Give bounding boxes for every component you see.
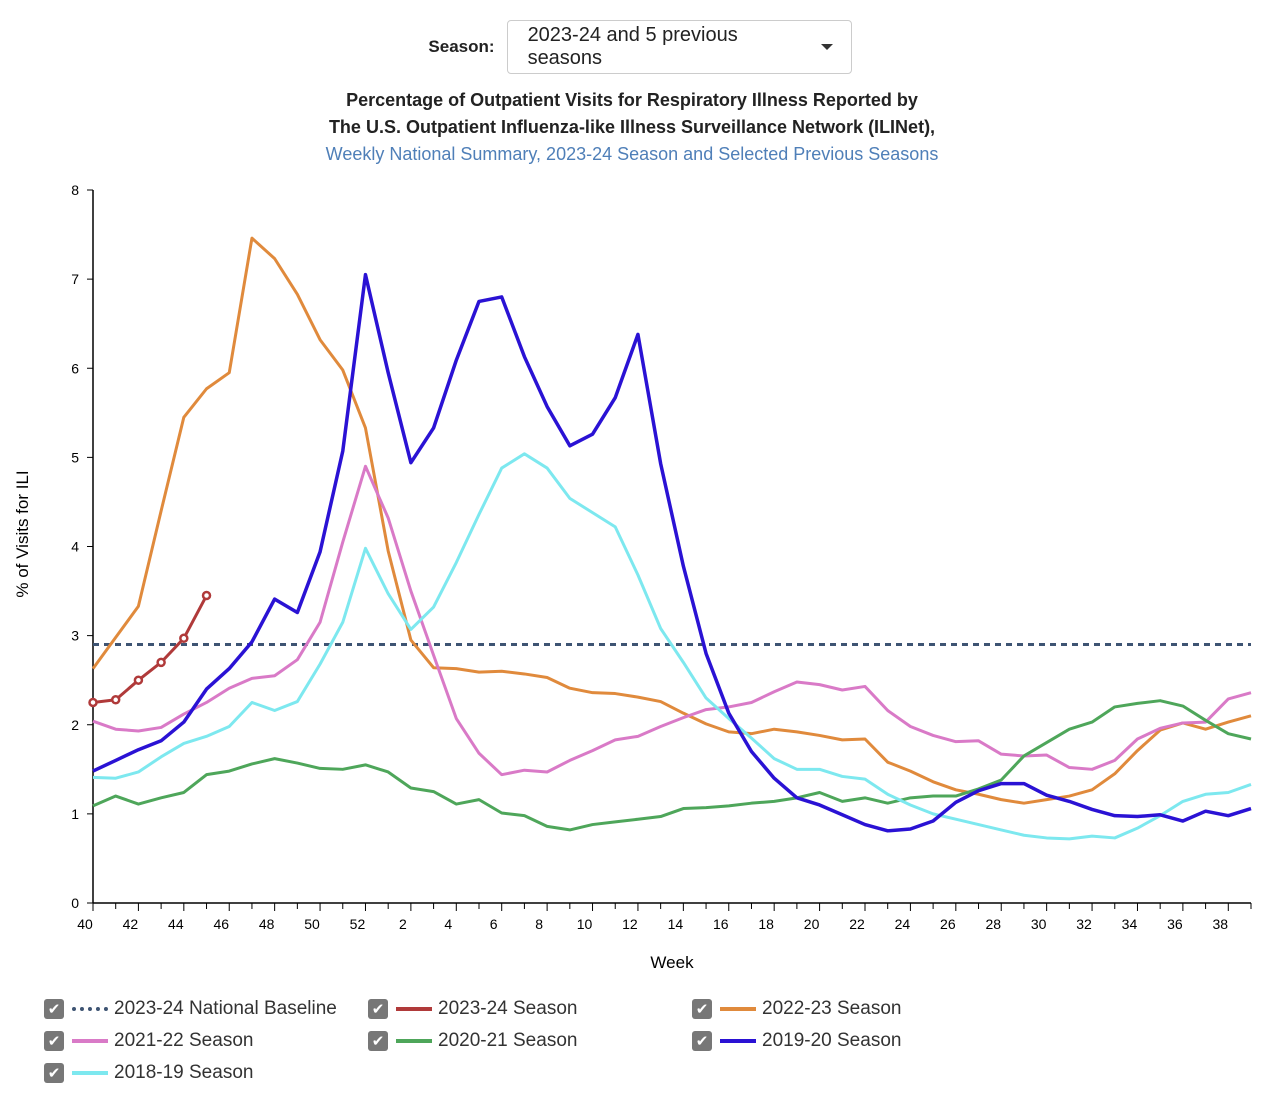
checkbox-checked-icon[interactable]: ✔: [368, 999, 388, 1019]
y-tick-label: 4: [71, 539, 79, 555]
x-tick-label: 46: [213, 916, 229, 932]
checkbox-checked-icon[interactable]: ✔: [692, 1031, 712, 1051]
x-tick-label: 6: [490, 916, 498, 932]
checkbox-checked-icon[interactable]: ✔: [368, 1031, 388, 1051]
x-tick-label: 30: [1031, 916, 1047, 932]
title-line-3: Weekly National Summary, 2023-24 Season …: [325, 144, 939, 164]
season-dropdown-value: 2023-24 and 5 previous seasons: [527, 24, 738, 69]
season-label: Season:: [428, 37, 495, 56]
checkbox-checked-icon[interactable]: ✔: [44, 1063, 64, 1083]
legend-swatch: [396, 1007, 432, 1011]
caret-down-icon: [820, 44, 833, 50]
legend-label: 2022-23 Season: [762, 998, 902, 1019]
data-point: [156, 657, 166, 668]
legend-swatch: [720, 1007, 756, 1011]
y-axis-label: % of Visits for ILI: [13, 470, 32, 597]
legend-swatch: [72, 1071, 108, 1075]
y-tick-label: 7: [71, 271, 79, 287]
x-tick-label: 38: [1213, 916, 1229, 932]
legend-item[interactable]: ✔ 2021-22 Season: [44, 1030, 253, 1052]
x-tick-label: 50: [304, 916, 320, 932]
x-tick-label: 14: [668, 916, 684, 932]
legend-item[interactable]: ✔ 2019-20 Season: [692, 1030, 901, 1052]
legend-label: 2019-20 Season: [762, 1030, 902, 1051]
x-tick-label: 10: [577, 916, 593, 932]
legend-item[interactable]: ✔ 2023-24 Season: [368, 998, 577, 1020]
x-tick-label: 42: [123, 916, 139, 932]
x-tick-label: 2: [399, 916, 407, 932]
legend-item[interactable]: ✔ 2023-24 National Baseline: [44, 998, 337, 1020]
data-point: [110, 695, 121, 705]
x-tick-label: 12: [622, 916, 638, 932]
x-tick-label: 52: [350, 916, 366, 932]
x-tick-label: 40: [77, 916, 93, 932]
legend-swatch: [72, 1039, 108, 1043]
data-point: [133, 675, 144, 685]
x-tick-label: 8: [535, 916, 543, 932]
y-tick-label: 6: [71, 360, 79, 376]
x-tick-label: 26: [940, 916, 956, 932]
series-line-2019-20-season: [92, 272, 1252, 833]
legend-swatch: [396, 1039, 432, 1043]
y-tick-label: 5: [71, 449, 79, 465]
y-tick-label: 3: [71, 628, 79, 644]
legend-swatch: [720, 1039, 756, 1043]
x-tick-label: 44: [168, 916, 184, 932]
legend-item[interactable]: ✔ 2018-19 Season: [44, 1062, 253, 1084]
checkbox-checked-icon[interactable]: ✔: [44, 1031, 64, 1051]
y-tick-label: 0: [71, 895, 79, 911]
legend-label: 2023-24 National Baseline: [114, 998, 337, 1019]
x-tick-label: 36: [1167, 916, 1183, 932]
legend-swatch: [72, 1007, 108, 1011]
x-tick-label: 28: [985, 916, 1001, 932]
x-tick-label: 34: [1122, 916, 1138, 932]
x-tick-label: 4: [444, 916, 452, 932]
data-point: [88, 697, 98, 708]
y-tick-label: 1: [71, 806, 79, 822]
x-tick-label: 22: [849, 916, 865, 932]
legend-label: 2023-24 Season: [438, 998, 578, 1019]
x-tick-label: 32: [1076, 916, 1092, 932]
x-tick-label: 24: [895, 916, 911, 932]
series-line-2020-21-season: [92, 699, 1252, 832]
y-tick-label: 8: [71, 182, 79, 198]
season-selector-row: Season: 2023-24 and 5 previous seasons: [0, 20, 1280, 74]
title-line-2: The U.S. Outpatient Influenza-like Illne…: [328, 117, 936, 137]
series-line-2018-19-season: [92, 452, 1252, 841]
x-tick-label: 20: [804, 916, 820, 932]
legend-label: 2020-21 Season: [438, 1030, 578, 1051]
title-line-1: Percentage of Outpatient Visits for Resp…: [346, 90, 918, 110]
series-line-2023-24-season: [92, 594, 208, 704]
season-dropdown[interactable]: 2023-24 and 5 previous seasons: [506, 20, 852, 74]
legend-item[interactable]: ✔ 2022-23 Season: [692, 998, 901, 1020]
chart-title: Percentage of Outpatient Visits for Resp…: [0, 87, 1264, 168]
checkbox-checked-icon[interactable]: ✔: [692, 999, 712, 1019]
data-point: [179, 633, 189, 644]
data-point: [201, 590, 212, 601]
x-tick-label: 48: [259, 916, 275, 932]
legend-item[interactable]: ✔ 2020-21 Season: [368, 1030, 577, 1052]
legend-label: 2018-19 Season: [114, 1062, 254, 1083]
x-tick-label: 16: [713, 916, 729, 932]
checkbox-checked-icon[interactable]: ✔: [44, 999, 64, 1019]
x-axis-label: Week: [650, 953, 694, 972]
legend-label: 2021-22 Season: [114, 1030, 254, 1051]
y-tick-label: 2: [71, 717, 79, 733]
series-line-2021-22-season: [92, 464, 1252, 777]
x-tick-label: 18: [758, 916, 774, 932]
